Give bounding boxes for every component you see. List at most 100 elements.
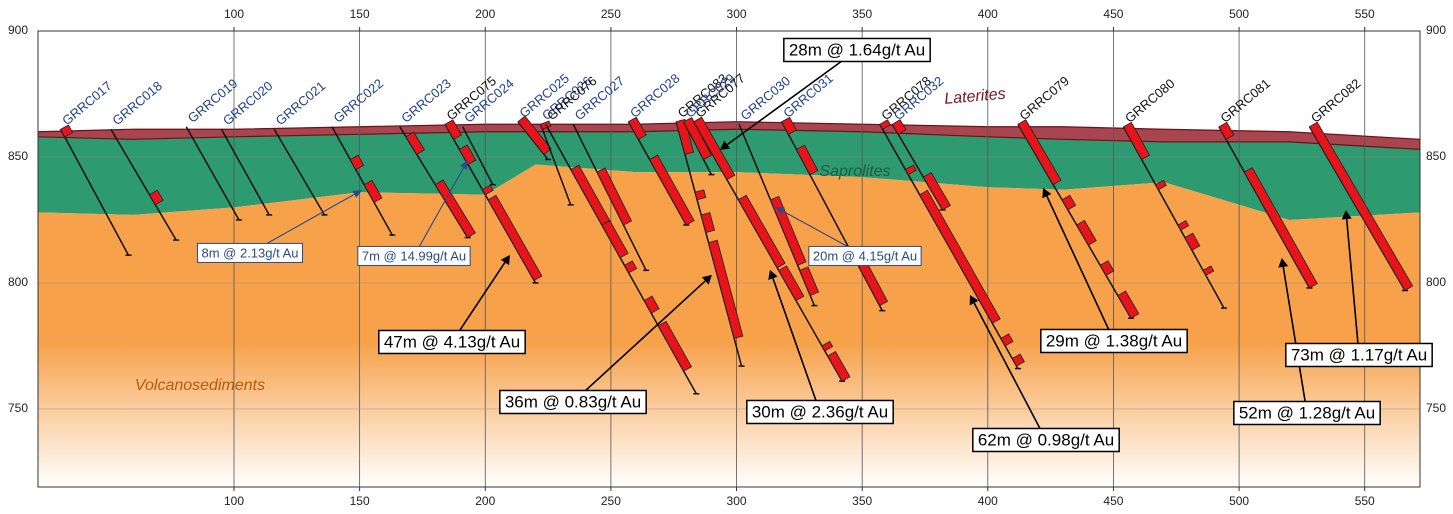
mineralised-interval [623, 260, 638, 274]
arrow-head [768, 269, 778, 280]
mineralised-interval [799, 266, 820, 297]
mineralised-interval [879, 119, 891, 130]
annotation-text: 28m @ 1.64g/t Au [789, 40, 925, 59]
stratum-label: Saprolites [819, 163, 890, 180]
drill-hole [273, 128, 326, 216]
x-tick-label: 300 [727, 494, 747, 508]
mineralised-interval [1061, 194, 1077, 211]
arrow-head [500, 254, 510, 266]
annotation-arrow [1046, 195, 1115, 342]
mineralised-interval [821, 340, 834, 352]
annotation-text: 8m @ 2.13g/t Au [201, 245, 298, 260]
x-tick-label: 150 [350, 494, 370, 508]
mineralised-interval [693, 116, 736, 181]
arrow-head [774, 206, 785, 215]
annotation-text: 52m @ 1.28g/t Au [1239, 403, 1375, 422]
mineralised-interval [481, 184, 494, 196]
mineralised-interval [683, 116, 713, 161]
annotation-arrow [772, 278, 821, 413]
x-tick-label: 500 [1229, 7, 1249, 21]
annotation-box [746, 399, 894, 425]
hole-label: GRRC080 [1122, 76, 1178, 126]
mineralised-interval [1308, 121, 1414, 292]
annotation-arrow [973, 302, 1047, 441]
stratum-label: Volcanosediments [135, 377, 265, 394]
annotation-box [378, 329, 526, 355]
y-tick-label: 800 [1426, 275, 1446, 289]
arrow-head [1042, 187, 1052, 199]
mineralised-interval [1177, 220, 1190, 231]
mineralised-interval [434, 179, 476, 239]
mineralised-interval [148, 189, 164, 206]
y-tick-label: 750 [1426, 401, 1446, 415]
mineralised-interval [891, 119, 907, 135]
stratum [38, 121, 1420, 151]
x-tick-label: 450 [1103, 494, 1123, 508]
stratum [38, 129, 1420, 220]
annotation-box [972, 427, 1120, 453]
annotation-arrow [413, 167, 464, 257]
mineralised-interval [1099, 260, 1115, 276]
x-tick-label: 400 [978, 494, 998, 508]
arrow-head [701, 274, 712, 285]
x-tick-label: 150 [350, 7, 370, 21]
x-tick-label: 350 [852, 7, 872, 21]
mineralised-interval [657, 320, 693, 372]
mineralised-interval [1218, 121, 1235, 140]
y-tick-label: 900 [1426, 23, 1446, 37]
mineralised-interval [1243, 167, 1318, 289]
stratum-label: Laterites [944, 86, 1007, 108]
annotation-box [1233, 400, 1381, 426]
x-tick-label: 350 [852, 494, 872, 508]
annotation-arrow [1345, 219, 1360, 356]
annotation-text: 29m @ 1.38g/t Au [1046, 331, 1182, 350]
mineralised-interval [1184, 232, 1201, 251]
mineralised-interval [363, 179, 383, 203]
x-tick-label: 200 [475, 494, 495, 508]
annotation-box [357, 245, 471, 266]
mineralised-interval [1000, 333, 1014, 347]
x-tick-label: 250 [601, 7, 621, 21]
x-tick-label: 450 [1103, 7, 1123, 21]
x-tick-label: 100 [224, 7, 244, 21]
mineralised-interval [769, 195, 807, 266]
y-tick-label: 850 [8, 149, 28, 163]
hole-label: GRRC023 [398, 76, 454, 126]
mineralised-interval [919, 189, 1001, 324]
arrow-head [352, 189, 363, 198]
mineralised-interval [778, 265, 805, 302]
drill-hole [461, 126, 494, 186]
mineralised-interval [1076, 219, 1097, 246]
x-tick-label: 550 [1355, 7, 1375, 21]
drill-hole [59, 128, 130, 256]
hole-label: GRRC022 [330, 76, 386, 126]
arrow-head [1341, 210, 1352, 220]
annotation-box [783, 37, 931, 63]
annotation-text: 36m @ 0.83g/t Au [505, 392, 641, 411]
y-tick-label: 850 [1426, 149, 1446, 163]
mineralised-interval [60, 124, 74, 138]
arrow-head [719, 140, 731, 150]
y-tick-label: 750 [8, 401, 28, 415]
mineralised-interval [795, 144, 819, 176]
arrow-head [1278, 257, 1289, 268]
mineralised-interval [649, 154, 695, 226]
mineralised-interval [517, 115, 552, 156]
annotation-arrow [572, 280, 706, 403]
x-tick-label: 300 [727, 7, 747, 21]
annotation-arrow [451, 262, 506, 343]
hole-label: GRRC018 [109, 78, 165, 128]
hole-label: GRRC079 [1016, 73, 1072, 123]
drill-hole [220, 128, 270, 216]
annotation-text: 73m @ 1.17g/t Au [1291, 345, 1427, 364]
annotation-arrow [1282, 266, 1308, 414]
x-tick-label: 200 [475, 7, 495, 21]
annotation-text: 30m @ 2.36g/t Au [752, 402, 888, 421]
mineralised-interval [1011, 353, 1025, 367]
x-tick-label: 100 [224, 494, 244, 508]
drill-hole [539, 123, 572, 206]
arrow-head [969, 295, 979, 306]
mineralised-interval [781, 116, 797, 135]
mineralised-interval [700, 212, 716, 234]
